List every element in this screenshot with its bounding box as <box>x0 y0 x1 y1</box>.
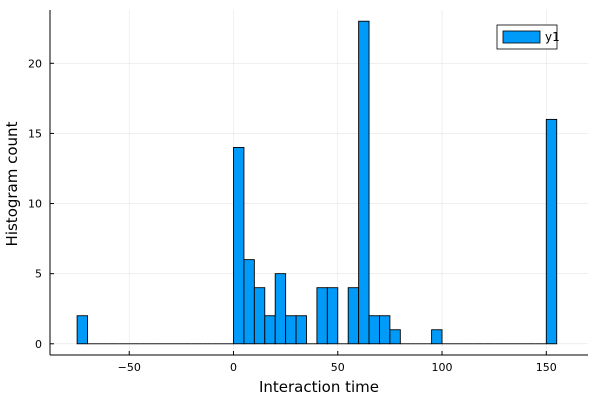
x-tick-label: 100 <box>432 361 453 374</box>
histogram-bar <box>358 20 370 345</box>
histogram-bar <box>264 315 276 345</box>
histogram-bar <box>431 329 443 345</box>
histogram-bar <box>76 315 88 345</box>
x-tick-label: −50 <box>118 361 141 374</box>
y-tick-label: 10 <box>28 198 42 211</box>
axes-frame <box>49 10 588 356</box>
histogram-bar <box>253 287 266 345</box>
histogram-bars <box>76 20 558 345</box>
histogram-bar <box>347 287 360 345</box>
legend-label-y1: y1 <box>545 30 560 44</box>
legend: y1 <box>496 24 560 50</box>
y-tick-label: 20 <box>28 57 42 70</box>
histogram-bar <box>274 273 287 345</box>
histogram-bar <box>389 329 401 345</box>
histogram-bar <box>233 146 245 345</box>
y-axis-label: Histogram count <box>3 121 21 246</box>
x-tick-label: 0 <box>230 361 237 374</box>
x-axis-label: Interaction time <box>259 378 379 396</box>
histogram-bar <box>285 315 297 345</box>
x-tick-label: 150 <box>536 361 557 374</box>
y-tick-label: 5 <box>35 268 42 281</box>
histogram-bar <box>295 315 307 345</box>
histogram-bar <box>316 287 328 345</box>
histogram-bar <box>545 118 558 345</box>
tick-labels: −50 0 50 100 150 0 5 10 15 20 <box>28 57 557 374</box>
histogram-bar <box>326 287 339 345</box>
histogram-bar <box>379 315 391 345</box>
histogram-bar <box>368 315 380 345</box>
y-tick-label: 15 <box>28 127 42 140</box>
legend-swatch <box>502 30 541 44</box>
y-tick-label: 0 <box>35 338 42 351</box>
x-tick-label: 50 <box>331 361 345 374</box>
histogram-bar <box>243 259 255 345</box>
